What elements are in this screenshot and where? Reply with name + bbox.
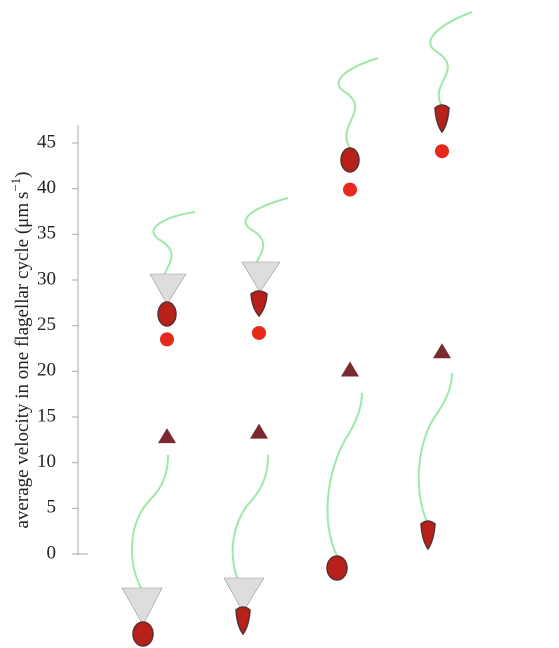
y-tick-label: 0	[47, 542, 57, 563]
flagellum	[130, 454, 169, 593]
flagellum	[326, 392, 363, 557]
illustrations	[121, 11, 473, 647]
circle-marker	[252, 325, 266, 340]
cell-head	[132, 621, 154, 647]
cell-head	[250, 290, 268, 318]
flagellum	[231, 454, 269, 591]
y-tick-label: 40	[37, 177, 56, 198]
y-tick-label: 35	[37, 223, 56, 244]
triangle-marker	[158, 428, 176, 444]
beat-envelope	[241, 261, 281, 293]
y-axis-label-suffix: )	[12, 171, 33, 177]
beat-envelope	[149, 273, 187, 305]
y-axis-label-superscript: −1	[8, 178, 23, 192]
cell-head	[434, 104, 450, 134]
y-tick-label: 45	[37, 131, 56, 152]
beat-envelope	[121, 587, 163, 626]
y-tick-label: 10	[37, 451, 56, 472]
cell-head	[420, 520, 436, 551]
y-tick-label: 30	[37, 268, 56, 289]
y-tick-label: 15	[37, 405, 56, 426]
triangle-marker	[341, 361, 359, 377]
y-axis-label-text: average velocity in one flagellar cycle …	[12, 192, 33, 529]
cell-head	[340, 147, 360, 173]
triangle-marker	[433, 343, 451, 359]
y-tick-label: 5	[47, 497, 57, 518]
circle-marker	[160, 332, 174, 347]
circle-marker	[435, 144, 449, 159]
cell-head	[157, 301, 177, 327]
y-tick-label: 20	[37, 360, 56, 381]
circle-marker	[343, 182, 357, 197]
flagellum	[337, 57, 379, 149]
triangle-marker	[250, 423, 268, 439]
cell-head	[235, 606, 251, 636]
flagellum	[429, 11, 473, 107]
flagellum	[417, 372, 453, 525]
beat-envelope	[223, 577, 265, 613]
y-axis-label: average velocity in one flagellar cycle …	[8, 171, 33, 528]
y-tick-label: 25	[37, 314, 56, 335]
cell-head	[326, 555, 348, 581]
